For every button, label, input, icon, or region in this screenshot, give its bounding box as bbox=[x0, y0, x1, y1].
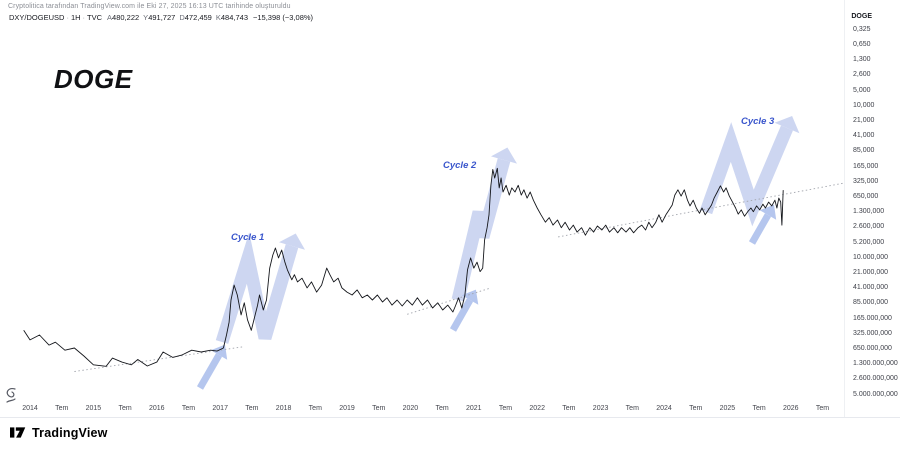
price-tick-label: 41.000,000 bbox=[853, 284, 889, 292]
cycle2-zigzag-arrow[interactable] bbox=[451, 158, 511, 302]
price-tick-label: 325.000,000 bbox=[853, 329, 892, 337]
separator-dot: · bbox=[66, 13, 69, 22]
price-tick-label: 85,000 bbox=[853, 147, 875, 155]
cycle-label[interactable]: Cycle 2 bbox=[443, 160, 477, 171]
ohlc-value: 491,727 bbox=[148, 13, 176, 22]
time-tick-label: Tem bbox=[181, 405, 196, 412]
interval-label[interactable]: 1H bbox=[70, 13, 81, 22]
time-tick-label: 2017 bbox=[212, 405, 228, 412]
ohlc-value: 472,459 bbox=[184, 13, 212, 22]
price-tick-label: 325,000 bbox=[853, 177, 879, 185]
symbol-title[interactable]: DXY/DOGEUSD bbox=[9, 13, 65, 22]
time-tick-label: Tem bbox=[55, 405, 69, 412]
time-tick-label: Tem bbox=[625, 405, 639, 412]
doge-watermark-text[interactable]: DOGE bbox=[54, 64, 133, 94]
time-tick-label: Tem bbox=[562, 405, 576, 412]
ohlc-values: A480,222 Y491,727 D472,459 K484,743 bbox=[107, 13, 252, 22]
cycle2-support[interactable] bbox=[407, 287, 492, 315]
cycle2-zigzag-arrow-head[interactable] bbox=[491, 147, 517, 164]
time-tick-label: 2026 bbox=[783, 405, 799, 412]
time-tick-label: 2014 bbox=[22, 405, 38, 412]
snapshot-attribution: Cryptolitica tarafından TradingView.com … bbox=[8, 3, 291, 10]
time-tick-label: 2025 bbox=[719, 405, 736, 412]
ohlc-key: Y bbox=[143, 13, 149, 22]
time-tick-label: 2016 bbox=[149, 405, 165, 412]
price-tick-label: 2.600.000,000 bbox=[853, 375, 898, 383]
time-tick-label: Tem bbox=[372, 405, 386, 412]
symbol-info-bar: DXY/DOGEUSD · 1H · TVC A480,222 Y491,727 D472,4… bbox=[9, 13, 313, 22]
price-tick-label: 2.600,000 bbox=[853, 223, 885, 231]
time-tick-label: 2018 bbox=[275, 405, 292, 412]
time-tick-label: Tem bbox=[245, 405, 259, 412]
cycle3-zigzag-arrow-head[interactable] bbox=[774, 116, 800, 134]
cycle3-trendline-touch-arrow[interactable] bbox=[748, 213, 772, 245]
price-tick-label: 1,300 bbox=[853, 56, 871, 64]
time-tick-label: Tem bbox=[752, 405, 766, 412]
separator-dot: · bbox=[82, 13, 86, 22]
time-tick-label: 2015 bbox=[85, 405, 102, 412]
price-tick-label: 10,000 bbox=[853, 101, 875, 109]
price-tick-label: 650,000 bbox=[853, 193, 879, 200]
tradingview-mark-icon bbox=[10, 427, 26, 438]
cycle3-zigzag-arrow[interactable] bbox=[699, 122, 793, 227]
price-tick-label: 21,000 bbox=[853, 117, 875, 124]
footer-divider bbox=[0, 417, 900, 418]
price-axis-symbol-label: DOGE bbox=[851, 13, 872, 20]
time-tick-label: Tem bbox=[435, 405, 449, 412]
ohlc-key: K bbox=[215, 13, 221, 22]
tradingview-brand-text: TradingView bbox=[32, 425, 108, 440]
price-tick-label: 5.200,000 bbox=[853, 238, 885, 246]
price-tick-label: 165.000,000 bbox=[853, 314, 892, 322]
time-tick-label: 2022 bbox=[529, 405, 545, 412]
time-tick-label: 2020 bbox=[402, 405, 419, 412]
price-tick-label: 5.000.000,000 bbox=[853, 390, 898, 398]
price-tick-label: 85.000,000 bbox=[853, 299, 889, 307]
time-tick-label: 2023 bbox=[592, 405, 609, 412]
price-tick-label: 1.300.000,000 bbox=[853, 360, 898, 368]
tradingview-logo[interactable]: TradingView bbox=[10, 425, 108, 440]
cycle-label[interactable]: Cycle 3 bbox=[741, 116, 775, 127]
ohlc-value: 480,222 bbox=[112, 13, 140, 22]
time-tick-label: 2021 bbox=[466, 405, 482, 412]
time-tick-label: Tem bbox=[498, 405, 513, 412]
price-tick-label: 1.300,000 bbox=[853, 208, 885, 216]
cycle3-support[interactable] bbox=[558, 182, 846, 238]
time-tick-label: Tem bbox=[815, 405, 830, 412]
time-tick-label: Tem bbox=[689, 405, 703, 412]
cycle2-trendline-touch-arrow-head[interactable] bbox=[461, 289, 479, 305]
price-tick-label: 21.000,000 bbox=[853, 269, 889, 276]
cycle3-trendline-touch-arrow-head[interactable] bbox=[759, 204, 777, 220]
cycle1-trendline-touch-arrow[interactable] bbox=[196, 353, 223, 390]
price-tick-label: 0,650 bbox=[853, 41, 871, 48]
ohlc-key: D bbox=[179, 13, 185, 22]
price-axis[interactable]: 0,325 0,650 1,300 2,600 5,000 10,000 21,000 41,… bbox=[844, 0, 900, 417]
cycle2-trendline-touch-arrow[interactable] bbox=[449, 298, 474, 332]
price-tick-label: 41,000 bbox=[853, 132, 875, 140]
price-tick-label: 2,600 bbox=[853, 71, 871, 79]
price-tick-label: 650.000,000 bbox=[853, 345, 892, 352]
change-value: −15,398 (−3,08%) bbox=[253, 13, 314, 22]
time-tick-label: Tem bbox=[308, 405, 322, 412]
price-tick-label: 0,325 bbox=[853, 25, 871, 33]
cycle1-zigzag-arrow[interactable] bbox=[215, 232, 299, 344]
time-tick-label: 2024 bbox=[656, 405, 672, 412]
exchange-label: TVC bbox=[87, 13, 103, 22]
price-tick-label: 10.000,000 bbox=[853, 253, 889, 261]
scribble-drawing-icon[interactable] bbox=[2, 386, 20, 406]
time-axis[interactable]: 2014 Tem 2015 Tem 2016 Tem 2017 Tem 2018 Tem 2019 T… bbox=[0, 403, 845, 417]
time-tick-label: 2019 bbox=[339, 405, 355, 412]
price-tick-label: 5,000 bbox=[853, 86, 871, 94]
ohlc-value: 484,743 bbox=[220, 13, 248, 22]
ohlc-key: A bbox=[107, 13, 113, 22]
price-tick-label: 165,000 bbox=[853, 162, 879, 170]
time-tick-label: Tem bbox=[118, 405, 132, 412]
cycle1-zigzag-arrow-head[interactable] bbox=[279, 233, 305, 250]
price-line-series[interactable] bbox=[23, 167, 784, 367]
cycle-label[interactable]: Cycle 1 bbox=[231, 232, 264, 243]
